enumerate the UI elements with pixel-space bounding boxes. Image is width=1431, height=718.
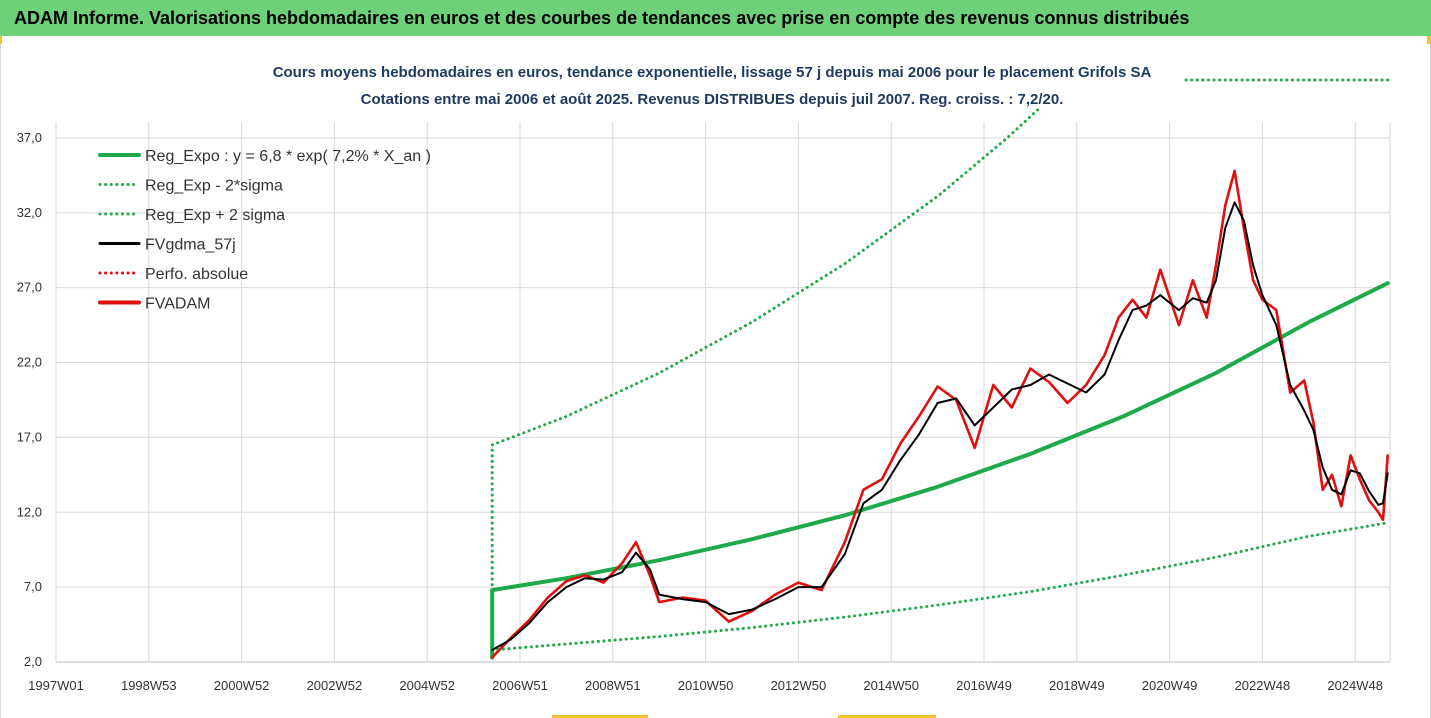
bottom-accent: [552, 715, 648, 718]
report-title: ADAM Informe. Valorisations hebdomadaire…: [0, 0, 1431, 36]
axes: 2,0 7,0 12,0 17,0 22,0 27,0 32,0 37,0 1997W01 199…: [17, 130, 1390, 693]
x-tick-label: 1998W53: [121, 678, 177, 693]
y-tick-label: 37,0: [17, 130, 42, 145]
legend-label: Reg_Expo : y = 6,8 * exp( 7,2% * X_an ): [145, 148, 431, 165]
x-tick-label: 2004W52: [399, 678, 455, 693]
bottom-accent: [838, 715, 936, 718]
series-line-0: [490, 281, 1390, 660]
x-tick-label: 2008W51: [585, 678, 641, 693]
x-tick-label: 1997W01: [28, 678, 84, 693]
series-line-2: [490, 106, 1042, 659]
y-tick-label: 22,0: [17, 355, 42, 370]
series-line-5: [490, 169, 1389, 659]
legend-label: FVgdma_57j: [145, 237, 236, 254]
legend-label: FVADAM: [145, 296, 210, 313]
x-tick-label: 2014W50: [863, 678, 919, 693]
x-tick-label: 2006W51: [492, 678, 548, 693]
series-line-3: [491, 201, 1389, 651]
grid: [55, 122, 1391, 663]
corner-accent: [1427, 36, 1431, 44]
x-tick-label: 2010W50: [678, 678, 734, 693]
x-tick-label: 2024W48: [1327, 678, 1383, 693]
y-tick-label: 32,0: [17, 205, 42, 220]
y-tick-label: 7,0: [24, 579, 42, 594]
x-tick-label: 2002W52: [307, 678, 363, 693]
chart-subtitle: Cotations entre mai 2006 et août 2025. R…: [361, 91, 1064, 108]
y-tick-label: 27,0: [17, 280, 42, 295]
series-line-1: [490, 521, 1390, 652]
legend-label: Perfo. absolue: [145, 266, 248, 283]
x-tick-label: 2022W48: [1235, 678, 1291, 693]
y-tick-label: 2,0: [24, 654, 42, 669]
series-layer: [490, 106, 1390, 660]
x-tick-label: 2016W49: [956, 678, 1012, 693]
chart-title: Cours moyens hebdomadaires en euros, ten…: [273, 64, 1152, 81]
x-tick-label: 2000W52: [214, 678, 270, 693]
legend-label: Reg_Exp + 2 sigma: [145, 207, 285, 224]
y-tick-label: 17,0: [17, 429, 42, 444]
x-tick-label: 2020W49: [1142, 678, 1198, 693]
y-tick-label: 12,0: [17, 504, 42, 519]
legend-label: Reg_Exp - 2*sigma: [145, 178, 283, 195]
corner-accent: [0, 36, 2, 44]
x-tick-label: 2012W50: [771, 678, 827, 693]
x-tick-label: 2018W49: [1049, 678, 1105, 693]
legend: Reg_Expo : y = 6,8 * exp( 7,2% * X_an ) R…: [98, 148, 431, 313]
